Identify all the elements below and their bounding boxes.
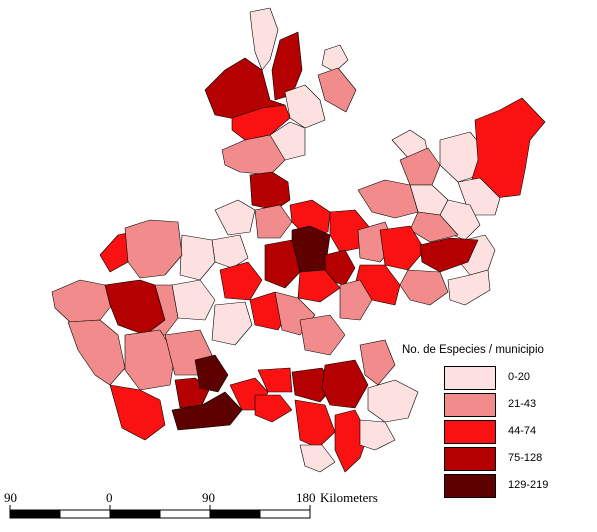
municipality-region [254,204,293,239]
legend-label: 44-74 [508,425,537,437]
legend-label: 21-43 [508,398,537,410]
municipality-region [419,237,479,273]
municipality-region [264,239,301,289]
municipality-region [221,134,286,176]
legend-swatch [444,393,496,417]
municipality-region [321,44,349,73]
municipality-region [399,269,449,306]
municipality-region [179,234,216,281]
municipality-region [284,84,326,129]
legend-swatch [444,447,496,471]
scale-label-zero: 0 [106,490,113,505]
municipality-region [299,444,336,473]
municipality-region [357,179,419,219]
municipality-region [339,279,373,321]
scale-label-left-90: 90 [4,490,17,505]
legend-label: 0-20 [508,371,531,383]
municipality-region [109,384,166,441]
municipality-region [124,329,176,391]
municipality-region [447,269,491,306]
municipality-region [124,219,183,279]
municipality-region [219,261,263,301]
legend-title: No. de Especies / municipio [402,344,544,356]
municipality-region [399,147,441,186]
scale-label-180: 180 [296,490,316,505]
scale-segment [209,509,261,519]
municipality-region [321,359,369,409]
municipality-region [254,394,293,423]
municipality-region [214,199,256,236]
municipality-region [67,319,126,386]
legend-label: 75-128 [508,452,543,464]
municipality-region [359,339,396,386]
municipality-region [171,391,243,431]
legend-swatch [444,366,496,390]
scale-segment [159,509,211,519]
municipality-region [51,279,113,323]
legend-label: 129-219 [508,479,549,491]
municipality-region [299,314,346,356]
municipality-region [297,269,341,303]
scale-segment [109,509,161,519]
legend-swatch [444,474,496,498]
municipality-region [249,7,279,71]
scale-segment [59,509,111,519]
municipality-region [204,57,286,121]
scale-segment [259,509,311,519]
municipality-region [211,301,253,346]
municipality-region [171,279,216,321]
municipality-region [294,399,336,449]
municipality-region [367,379,419,423]
municipality-region [194,354,229,393]
municipality-region [211,234,249,269]
municipality-region [249,171,291,211]
municipality-region [257,367,293,393]
municipality-region [359,419,396,451]
municipality-region [409,211,459,243]
municipality-region [317,67,357,113]
scale-label-right-90: 90 [202,490,215,505]
municipality-region [231,104,291,141]
scale-bar [9,505,311,519]
scale-segment [9,509,61,519]
municipality-region [469,97,546,199]
municipality-region [379,225,426,271]
legend-swatch [444,420,496,444]
scale-unit-label: Kilometers [320,490,378,505]
